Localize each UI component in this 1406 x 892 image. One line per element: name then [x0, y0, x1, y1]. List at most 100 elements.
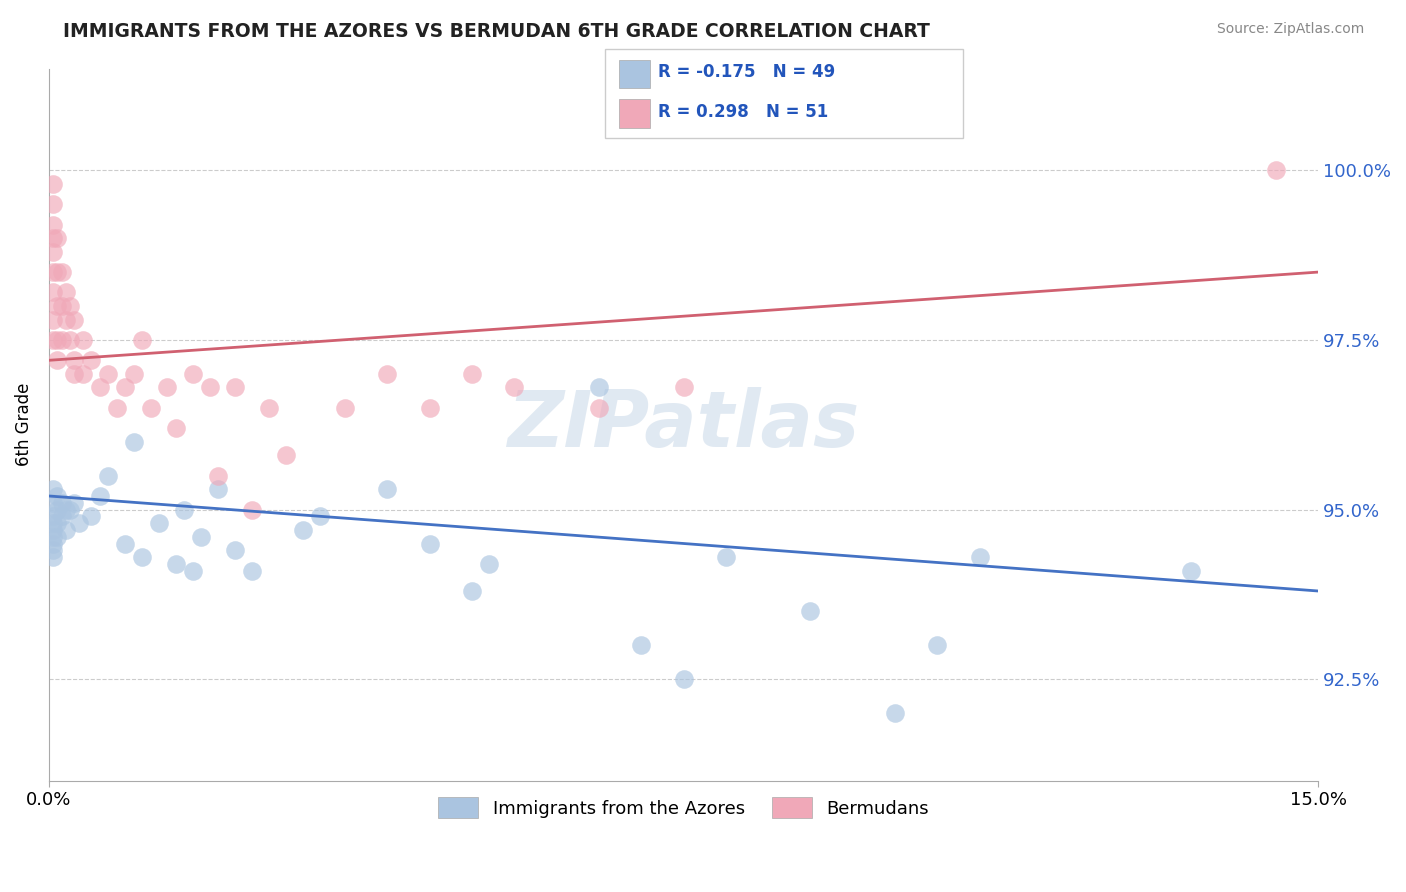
Point [42, 231, 65, 245]
Point [122, 367, 145, 381]
Point [478, 557, 501, 571]
Point [419, 536, 441, 550]
Y-axis label: 6th Grade: 6th Grade [15, 383, 32, 467]
Point [165, 421, 187, 435]
Point [672, 672, 695, 686]
Point [46, 353, 69, 368]
Point [198, 380, 221, 394]
Point [42, 523, 65, 537]
Point [42, 285, 65, 300]
Point [63, 367, 86, 381]
Point [630, 638, 652, 652]
Point [139, 401, 162, 415]
Point [884, 706, 907, 720]
Text: IMMIGRANTS FROM THE AZORES VS BERMUDAN 6TH GRADE CORRELATION CHART: IMMIGRANTS FROM THE AZORES VS BERMUDAN 6… [63, 22, 931, 41]
Point [274, 448, 297, 462]
Point [42, 244, 65, 259]
Point [181, 564, 204, 578]
Point [419, 401, 441, 415]
Point [46, 489, 69, 503]
Point [165, 557, 187, 571]
Point [80, 509, 103, 524]
Point [51, 496, 73, 510]
Point [67, 516, 90, 530]
Point [377, 482, 399, 496]
Point [42, 550, 65, 565]
Point [156, 380, 179, 394]
Point [969, 550, 991, 565]
Point [461, 584, 484, 599]
Point [148, 516, 170, 530]
Point [97, 367, 120, 381]
Legend: Immigrants from the Azores, Bermudans: Immigrants from the Azores, Bermudans [432, 790, 936, 825]
Point [257, 401, 280, 415]
Point [89, 489, 111, 503]
Point [114, 536, 136, 550]
Point [42, 543, 65, 558]
Point [63, 312, 86, 326]
Point [224, 543, 246, 558]
Point [377, 367, 399, 381]
Point [714, 550, 737, 565]
Point [181, 367, 204, 381]
Point [42, 218, 65, 232]
Point [80, 353, 103, 368]
Point [42, 509, 65, 524]
Point [207, 468, 229, 483]
Point [42, 530, 65, 544]
Point [89, 380, 111, 394]
Point [131, 333, 153, 347]
Point [46, 502, 69, 516]
Point [291, 523, 314, 537]
Point [46, 299, 69, 313]
Point [122, 434, 145, 449]
Point [240, 502, 263, 516]
Point [72, 367, 94, 381]
Point [51, 333, 73, 347]
Point [42, 496, 65, 510]
Point [42, 536, 65, 550]
Point [42, 197, 65, 211]
Point [131, 550, 153, 565]
Point [51, 299, 73, 313]
Point [51, 265, 73, 279]
Point [42, 482, 65, 496]
Point [114, 380, 136, 394]
Point [55, 523, 77, 537]
Point [461, 367, 484, 381]
Point [207, 482, 229, 496]
Point [799, 604, 821, 618]
Point [42, 312, 65, 326]
Point [308, 509, 330, 524]
Point [42, 333, 65, 347]
Point [42, 516, 65, 530]
Point [105, 401, 128, 415]
Point [42, 265, 65, 279]
Point [46, 265, 69, 279]
Point [59, 502, 82, 516]
Point [55, 312, 77, 326]
Point [927, 638, 949, 652]
Point [46, 530, 69, 544]
Point [1264, 163, 1286, 178]
Point [63, 353, 86, 368]
Point [588, 380, 610, 394]
Point [240, 564, 263, 578]
Point [224, 380, 246, 394]
Point [59, 333, 82, 347]
Point [1180, 564, 1202, 578]
Point [672, 380, 695, 394]
Point [46, 333, 69, 347]
Text: R = -0.175   N = 49: R = -0.175 N = 49 [658, 63, 835, 81]
Point [503, 380, 526, 394]
Point [46, 231, 69, 245]
Text: Source: ZipAtlas.com: Source: ZipAtlas.com [1216, 22, 1364, 37]
Point [72, 333, 94, 347]
Point [55, 502, 77, 516]
Point [588, 401, 610, 415]
Point [333, 401, 356, 415]
Text: R = 0.298   N = 51: R = 0.298 N = 51 [658, 103, 828, 120]
Point [173, 502, 195, 516]
Point [190, 530, 212, 544]
Text: ZIPatlas: ZIPatlas [508, 387, 859, 463]
